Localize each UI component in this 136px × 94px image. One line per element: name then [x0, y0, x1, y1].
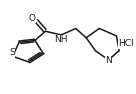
Text: H: H	[105, 58, 112, 67]
Text: N: N	[105, 56, 112, 65]
Text: NH: NH	[54, 35, 68, 44]
Text: HCl: HCl	[118, 39, 134, 48]
Text: O: O	[29, 14, 36, 23]
Text: S: S	[9, 48, 15, 57]
